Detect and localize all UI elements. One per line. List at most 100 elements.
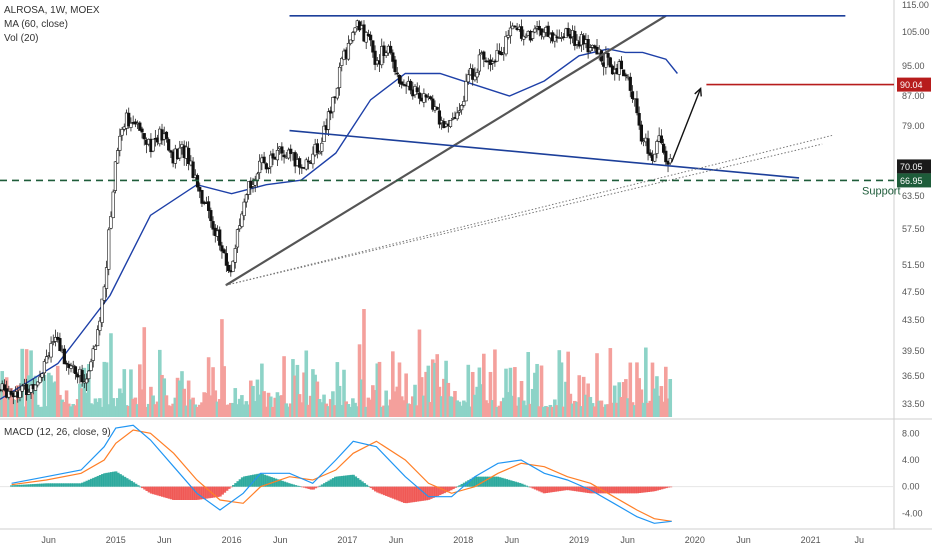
macd-histogram-bar bbox=[644, 486, 648, 493]
price-tick-label: 43.50 bbox=[902, 315, 925, 325]
volume-bar bbox=[348, 406, 353, 417]
macd-histogram-bar bbox=[43, 483, 47, 487]
macd-histogram-bar bbox=[200, 486, 204, 500]
volume-bar bbox=[189, 399, 193, 417]
volume-bar bbox=[7, 395, 11, 417]
candle-body bbox=[393, 59, 397, 73]
macd-histogram-bar bbox=[400, 486, 404, 503]
macd-histogram-bar bbox=[564, 486, 568, 491]
volume-bar bbox=[417, 329, 422, 417]
candle-body bbox=[207, 201, 211, 211]
volume-bar bbox=[93, 398, 98, 417]
ma-line bbox=[0, 48, 678, 400]
candle-body bbox=[120, 129, 124, 136]
volume-bar bbox=[209, 395, 213, 417]
macd-legend[interactable]: MACD (12, 26, close, 9) bbox=[4, 427, 111, 438]
volume-bar bbox=[455, 400, 459, 417]
macd-histogram-bar bbox=[187, 486, 191, 500]
macd-histogram-bar bbox=[38, 483, 42, 487]
volume-bar bbox=[260, 363, 264, 417]
volume-bar bbox=[166, 405, 171, 417]
macd-histogram-bar bbox=[141, 486, 145, 489]
volume-bar bbox=[373, 390, 377, 417]
volume-bar bbox=[44, 406, 49, 417]
volume-bar bbox=[73, 405, 78, 417]
volume-bar bbox=[453, 390, 457, 417]
macd-histogram-bar bbox=[81, 482, 85, 487]
volume-bar bbox=[524, 405, 528, 417]
candle-body bbox=[42, 361, 46, 374]
symbol-title[interactable]: ALROSA, 1W, MOEX bbox=[4, 5, 100, 16]
candle-body bbox=[415, 87, 419, 92]
volume-bar bbox=[222, 366, 226, 417]
volume-bar bbox=[406, 403, 411, 417]
candle-body bbox=[167, 139, 171, 151]
macd-histogram-bar bbox=[580, 486, 584, 493]
macd-histogram-bar bbox=[132, 482, 136, 487]
macd-histogram-bar bbox=[427, 486, 431, 500]
volume-bar bbox=[448, 396, 453, 417]
candle-body bbox=[646, 138, 650, 154]
time-tick-label: Jun bbox=[620, 535, 635, 545]
vol-legend[interactable]: Vol (20) bbox=[4, 33, 39, 44]
volume-bar bbox=[257, 394, 262, 417]
candle-body bbox=[138, 122, 142, 131]
macd-histogram-bar bbox=[456, 486, 460, 488]
macd-histogram-bar bbox=[172, 486, 176, 500]
macd-histogram-bar bbox=[629, 486, 633, 494]
candle-body bbox=[255, 173, 260, 181]
volume-bar bbox=[211, 367, 215, 417]
macd-histogram-bar bbox=[78, 483, 82, 487]
macd-histogram-bar bbox=[314, 486, 318, 489]
macd-histogram-bar bbox=[604, 486, 608, 494]
macd-histogram-bar bbox=[94, 476, 98, 487]
candle-body bbox=[127, 112, 131, 127]
candle-body bbox=[437, 110, 442, 125]
candle-body bbox=[280, 146, 284, 154]
macd-histogram-bar bbox=[496, 476, 500, 487]
candle-body bbox=[351, 32, 355, 41]
volume-bar bbox=[251, 385, 255, 417]
volume-bar bbox=[288, 403, 293, 417]
macd-histogram-bar bbox=[547, 486, 551, 493]
volume-bar bbox=[326, 406, 331, 417]
macd-histogram-bar bbox=[613, 486, 617, 494]
macd-histogram-bar bbox=[358, 479, 362, 487]
volume-bar bbox=[568, 393, 573, 417]
volume-bar bbox=[268, 396, 273, 417]
volume-bar bbox=[255, 379, 260, 417]
volume-bar bbox=[561, 406, 566, 417]
macd-histogram-bar bbox=[411, 486, 415, 503]
macd-histogram-bar bbox=[578, 486, 582, 492]
price-tick-label: 115.00 bbox=[902, 0, 929, 10]
macd-histogram-bar bbox=[433, 486, 437, 497]
candle-body bbox=[80, 370, 84, 383]
volume-bar bbox=[579, 406, 584, 417]
candle-body bbox=[231, 260, 235, 272]
volume-bar bbox=[668, 378, 673, 417]
candle-body bbox=[493, 60, 497, 63]
macd-histogram-bar bbox=[618, 486, 622, 494]
macd-histogram-bar bbox=[642, 486, 646, 493]
candle-body bbox=[113, 161, 118, 191]
volume-bar bbox=[206, 357, 211, 417]
volume-bar bbox=[60, 399, 64, 417]
macd-histogram-bar bbox=[276, 479, 280, 487]
volume-bar bbox=[555, 405, 559, 417]
macd-histogram-bar bbox=[145, 486, 149, 491]
candle-body bbox=[466, 74, 470, 83]
volume-bar bbox=[628, 362, 633, 417]
candle-body bbox=[282, 154, 286, 158]
candle-body bbox=[389, 45, 393, 53]
ma-legend[interactable]: MA (60, close) bbox=[4, 19, 68, 30]
volume-bar bbox=[573, 400, 577, 417]
macd-histogram-bar bbox=[178, 486, 182, 500]
volume-bar bbox=[11, 399, 16, 417]
volume-bar bbox=[426, 365, 431, 417]
candle-body bbox=[630, 91, 635, 99]
candle-body bbox=[384, 52, 388, 56]
macd-histogram-bar bbox=[647, 486, 651, 492]
volume-bar bbox=[510, 395, 515, 417]
macd-histogram-bar bbox=[511, 481, 515, 487]
